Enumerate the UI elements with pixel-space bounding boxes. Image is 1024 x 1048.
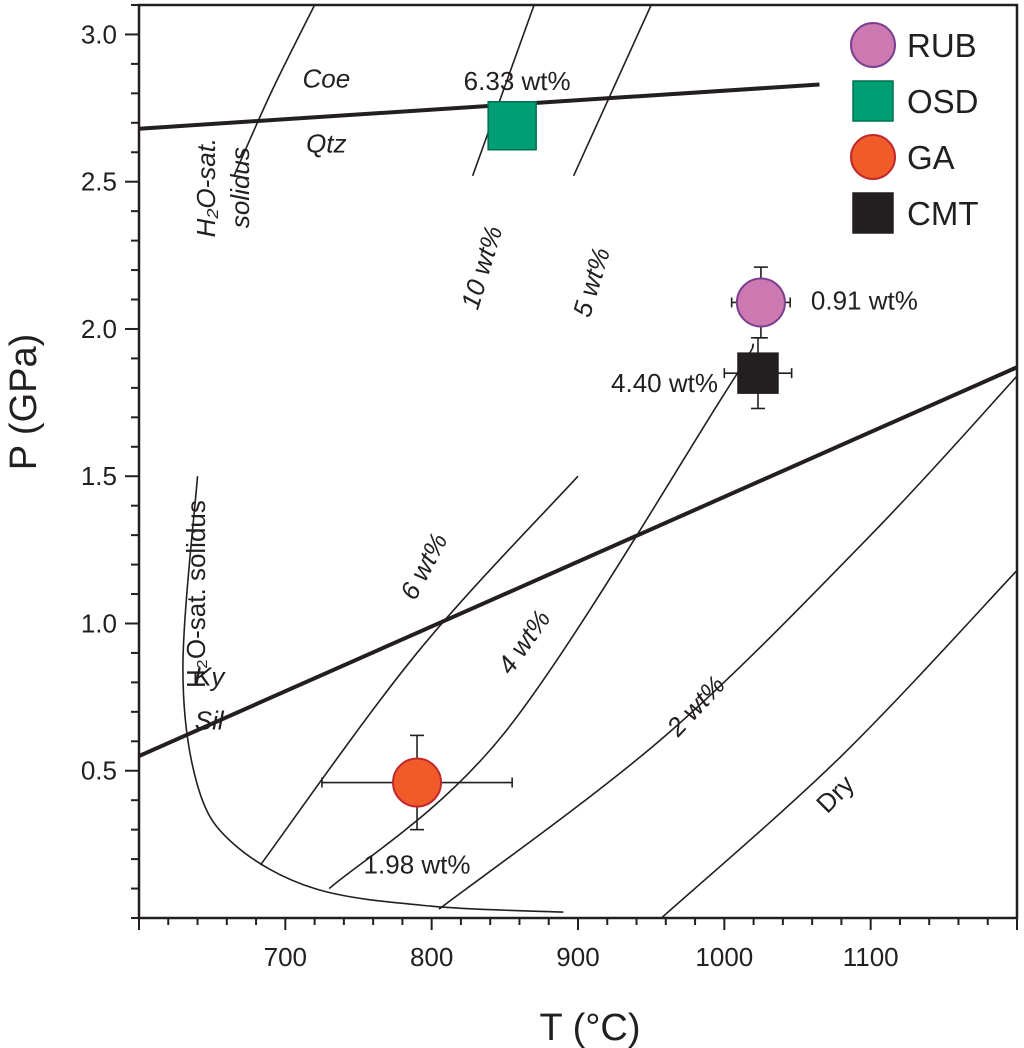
curve-label: 4 wt% — [491, 604, 556, 679]
legend-marker-rub — [850, 22, 896, 68]
curve-label: H₂O-sat. — [191, 138, 221, 237]
point-label-cmt: 4.40 wt% — [611, 368, 718, 398]
y-tick-label: 1.0 — [81, 608, 117, 638]
data-points: 0.91 wt% 6.33 wt% 1.98 wt% 4.40 wt% — [321, 66, 918, 880]
point-label-rub: 0.91 wt% — [811, 285, 918, 315]
curve-label: 10 wt% — [455, 222, 509, 312]
point-osd — [487, 101, 537, 151]
x-tick-label: 800 — [410, 942, 453, 972]
curve-label: 2 wt% — [660, 670, 731, 743]
y-tick-label: 2.0 — [81, 314, 117, 344]
legend: RUB OSD GA CMT — [850, 22, 979, 234]
x-tick-label: 900 — [556, 942, 599, 972]
curve-wt-5 — [572, 5, 652, 177]
curve-dry — [660, 569, 1017, 918]
point-rub — [735, 277, 786, 328]
point-ga — [392, 757, 443, 808]
curve-label: 6 wt% — [394, 528, 454, 605]
curve-label: Sil — [195, 706, 225, 736]
curve-label: Ky — [194, 661, 226, 691]
curve-label: 5 wt% — [567, 244, 616, 320]
legend-label-rub: RUB — [907, 27, 977, 64]
x-axis-title: T (°C) — [539, 1007, 640, 1048]
x-tick-label: 1100 — [843, 942, 899, 972]
legend-marker-ga — [850, 134, 896, 180]
curve-h2o-solidus-high — [233, 5, 316, 177]
phase-curves — [139, 5, 1017, 918]
y-tick-label: 0.5 — [81, 756, 117, 786]
curve-label: Dry — [810, 769, 860, 819]
x-tick-label: 700 — [264, 942, 307, 972]
x-tick-label: 1000 — [695, 942, 753, 972]
curve-coe-qtz — [139, 82, 820, 131]
curve-label: solidus — [225, 147, 255, 228]
curve-label: H₂O-sat. solidus — [181, 500, 211, 688]
y-tick-label: 1.5 — [81, 461, 117, 491]
point-label-ga: 1.98 wt% — [364, 850, 471, 880]
legend-marker-cmt — [852, 192, 894, 234]
curve-annotations: Coe Qtz H₂O-sat. solidus 10 wt% 5 wt% H₂O-sat.… — [181, 63, 860, 818]
y-tick-label: 2.5 — [81, 167, 117, 197]
curve-label: Coe — [302, 63, 350, 93]
axes: 700 800 900 1000 1100 0.5 1.0 1.5 2.0 2.5 3.0 — [81, 3, 1019, 972]
curve-wt-10 — [471, 5, 535, 177]
legend-label-osd: OSD — [907, 83, 979, 120]
curve-label: Qtz — [306, 128, 346, 158]
point-cmt — [737, 352, 779, 394]
legend-marker-osd — [852, 80, 894, 122]
legend-label-ga: GA — [907, 139, 955, 176]
curve-h2o-solidus-low — [182, 476, 564, 913]
curve-wt-6 — [259, 475, 579, 866]
y-axis-title: P (GPa) — [3, 334, 45, 471]
y-tick-label: 3.0 — [81, 19, 117, 49]
curve-wt-2 — [438, 375, 1017, 910]
point-label-osd: 6.33 wt% — [464, 66, 571, 96]
curve-ky-sil — [139, 365, 1017, 758]
legend-label-cmt: CMT — [907, 195, 978, 232]
